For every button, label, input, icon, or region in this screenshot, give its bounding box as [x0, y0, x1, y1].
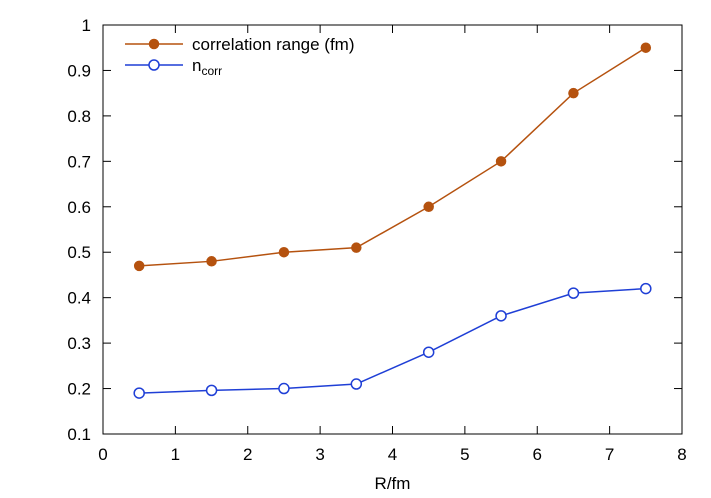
x-tick-label: 7: [605, 445, 614, 464]
x-axis-title: R/fm: [375, 474, 411, 493]
legend-label-text: n: [192, 56, 201, 75]
series-2-line: [139, 287, 646, 394]
x-tick-label: 4: [388, 445, 397, 464]
x-tick-label: 8: [677, 445, 686, 464]
series-2-point: [567, 287, 580, 299]
series-1-point: [640, 42, 652, 53]
y-tick-label: 0.3: [67, 334, 91, 353]
series-2-point: [205, 384, 218, 397]
x-tick-label: 5: [460, 445, 469, 464]
series-1-point: [495, 156, 507, 167]
series-1-point: [278, 246, 290, 258]
axis-labels: 0 1 2 3 4 5 6 7 8 0.1 0.2 0.3 0.4 0.5 0.6 0.7 0.8 0.9 1: [67, 16, 686, 464]
legend-swatch-marker: [148, 59, 160, 71]
series-1-point: [423, 201, 434, 213]
plot-frame: [102, 24, 683, 435]
y-tick-label: 1: [82, 16, 91, 35]
legend: correlation range (fm) ncorr: [125, 35, 355, 78]
legend-label: correlation range (fm): [192, 35, 355, 54]
legend-label-subscript: corr: [201, 64, 222, 78]
series-2-point: [640, 282, 652, 295]
series-2-point: [422, 346, 435, 358]
y-tick-label: 0.2: [67, 380, 91, 399]
series-2-point: [350, 378, 363, 390]
series-1-point: [133, 260, 145, 272]
x-tick-label: 3: [315, 445, 324, 464]
legend-label-text: correlation range (fm): [192, 35, 355, 54]
y-tick-label: 0.4: [67, 289, 91, 308]
axis-ticks: [102, 24, 683, 435]
y-tick-label: 0.9: [67, 61, 91, 80]
x-tick-label: 6: [533, 445, 542, 464]
series-1-line: [139, 47, 647, 267]
legend-label: ncorr: [192, 56, 222, 78]
series-1-point: [568, 87, 579, 99]
x-tick-label: 2: [243, 445, 252, 464]
y-tick-label: 0.8: [67, 107, 91, 126]
series-layer: [133, 42, 652, 399]
x-tick-label: 0: [98, 445, 107, 464]
legend-swatch-marker: [148, 38, 160, 50]
series-2-point: [278, 382, 290, 395]
y-tick-label: 0.6: [67, 198, 91, 217]
x-tick-label: 1: [171, 445, 180, 464]
series-1-point: [351, 242, 362, 253]
series-2-point: [133, 387, 145, 399]
y-tick-label: 0.5: [67, 243, 91, 262]
y-tick-label: 0.1: [67, 425, 91, 444]
series-1-point: [206, 256, 217, 267]
y-tick-label: 0.7: [67, 152, 91, 171]
series-2-point: [495, 310, 507, 322]
